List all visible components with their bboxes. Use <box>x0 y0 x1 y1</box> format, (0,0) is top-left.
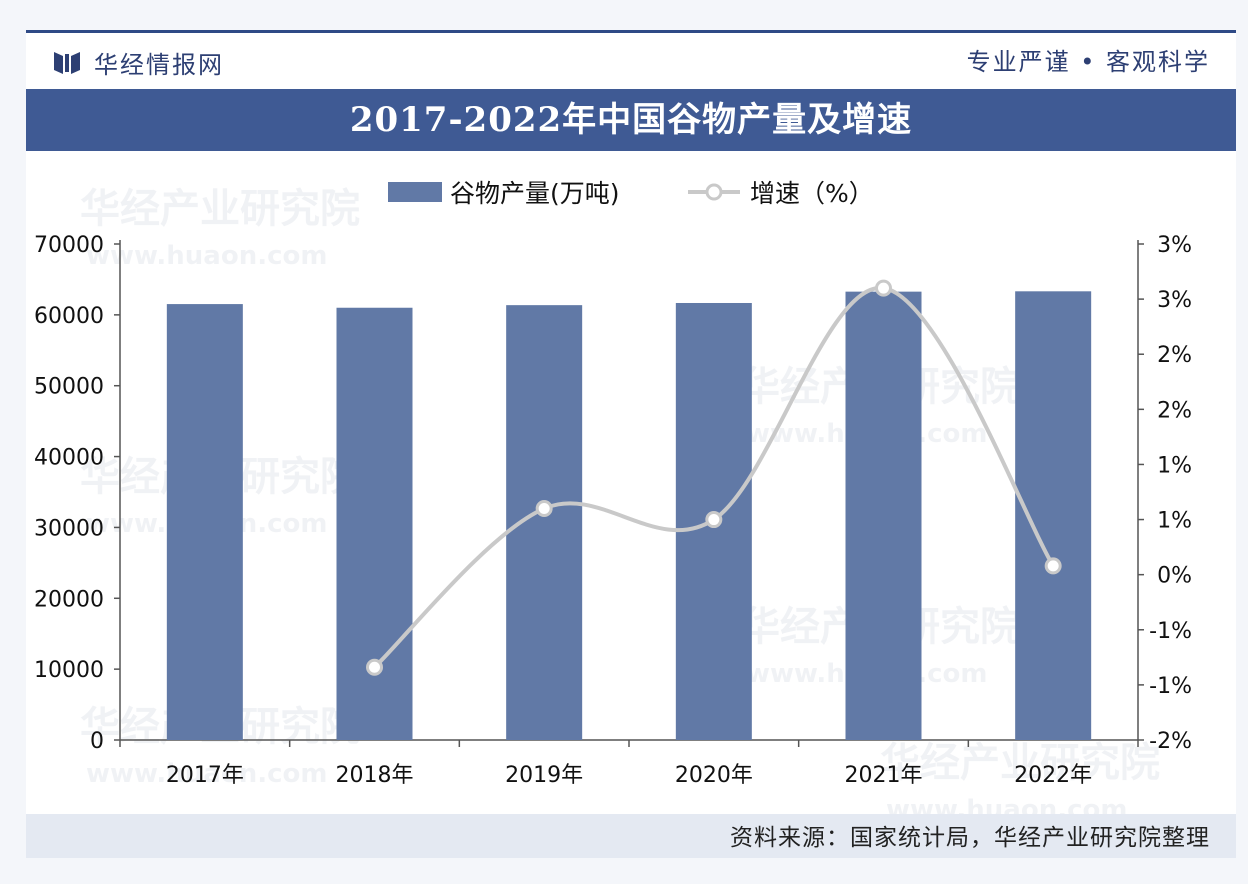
legend-bar-swatch <box>388 182 442 202</box>
x-tick-label: 2021年 <box>845 763 923 788</box>
right-tick-label: 2% <box>1157 343 1192 368</box>
left-tick-label: 20000 <box>34 587 104 612</box>
right-tick-label: 3% <box>1157 288 1192 313</box>
left-tick-label: 30000 <box>34 516 104 541</box>
footer-bar <box>26 814 1236 858</box>
watermark-url: www.huaon.com <box>86 241 327 271</box>
brand-logo-icon <box>54 52 80 74</box>
chart-title: 2017-2022年中国谷物产量及增速 <box>26 89 1236 151</box>
right-tick-label: -1% <box>1149 674 1192 699</box>
right-tick-label: -1% <box>1149 619 1192 644</box>
legend-bar-label: 谷物产量(万吨) <box>450 179 620 208</box>
left-tick-label: 0 <box>90 729 104 754</box>
axes: 0 10000 20000 30000 40000 50000 60000 70000 -2% -… <box>34 233 1192 788</box>
right-tick-label: 0% <box>1157 564 1192 589</box>
right-tick-label: 3% <box>1157 233 1192 258</box>
x-tick-label: 2018年 <box>336 763 414 788</box>
right-tick-label: -2% <box>1149 729 1192 754</box>
top-divider <box>26 30 1236 33</box>
right-tick-label: 2% <box>1157 398 1192 423</box>
bar <box>166 304 243 740</box>
brand-name: 华经情报网 <box>94 50 224 79</box>
watermark-url: www.huaon.com <box>86 759 327 789</box>
watermark-text: 华经产业研究院 <box>880 740 1160 786</box>
x-tick-label: 2017年 <box>166 763 244 788</box>
left-tick-label: 40000 <box>34 446 104 471</box>
x-tick-label: 2019年 <box>505 763 583 788</box>
left-tick-label: 70000 <box>34 233 104 258</box>
line-point <box>705 511 723 529</box>
line-point <box>1044 557 1062 575</box>
x-tick-label: 2022年 <box>1014 763 1092 788</box>
left-tick-label: 10000 <box>34 658 104 683</box>
line-series <box>366 279 1062 676</box>
growth-line <box>373 286 1055 669</box>
right-tick-label: 1% <box>1157 509 1192 534</box>
line-point <box>875 279 892 297</box>
line-point <box>366 658 383 676</box>
legend: 谷物产量(万吨) 增速（%） <box>388 179 874 208</box>
source-note: 资料来源：国家统计局，华经产业研究院整理 <box>730 825 1210 851</box>
x-tick-label: 2020年 <box>675 763 753 788</box>
watermark-layer: 华经产业研究院 www.huaon.com 华经产业研究院 www.huaon.com… <box>80 186 1160 825</box>
left-tick-label: 60000 <box>34 304 104 329</box>
line-point <box>535 500 553 518</box>
brand-header: 华经情报网 <box>52 44 224 80</box>
legend-line-label: 增速（%） <box>750 179 874 208</box>
watermark-text: 华经产业研究院 <box>80 186 360 232</box>
slogan: 专业严谨 • 客观科学 <box>966 48 1210 76</box>
right-tick-label: 1% <box>1157 453 1192 478</box>
legend-line-marker <box>705 183 723 201</box>
left-tick-label: 50000 <box>34 375 104 400</box>
bar <box>845 291 922 740</box>
